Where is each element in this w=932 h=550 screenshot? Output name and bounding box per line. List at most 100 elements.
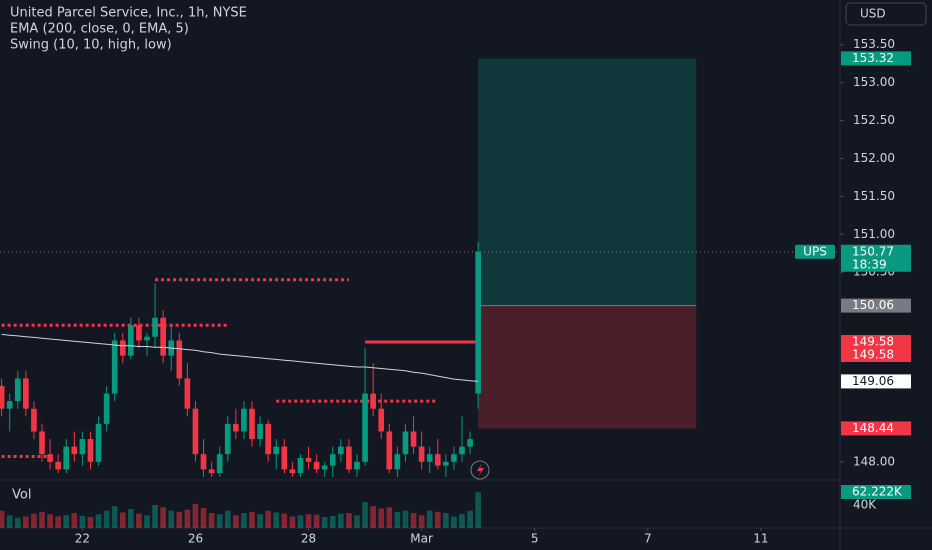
volume-bar	[176, 511, 183, 528]
candle-body	[305, 458, 312, 462]
volume-title: Vol	[12, 488, 31, 503]
candle-body	[475, 251, 481, 394]
price-label-bg	[841, 51, 911, 66]
candle-body	[233, 423, 239, 432]
candle-body	[370, 393, 376, 409]
countdown-bg	[841, 257, 911, 272]
candle-body	[23, 378, 29, 409]
candle-body	[79, 439, 86, 455]
candle-body	[6, 401, 13, 409]
volume-bar	[184, 509, 191, 528]
volume-bar	[79, 515, 86, 528]
candle-body	[103, 393, 110, 424]
candle-body	[63, 446, 70, 470]
volume-bar	[329, 515, 336, 528]
candle-body	[192, 408, 199, 455]
event-icon[interactable]	[470, 460, 490, 480]
candle-body	[362, 393, 368, 462]
candle-body	[281, 446, 288, 470]
volume-bar	[257, 514, 263, 528]
candle-body	[321, 465, 328, 470]
volume-bar	[95, 514, 102, 528]
candle-body	[71, 446, 78, 455]
volume-bar	[402, 510, 409, 528]
volume-bar	[71, 513, 78, 528]
volume-bar	[0, 510, 5, 528]
volume-bar	[338, 513, 344, 528]
symbol-badge	[795, 244, 835, 259]
volume-bar	[305, 514, 312, 528]
candle-body	[378, 408, 385, 432]
candle-body	[443, 461, 449, 466]
x-tick-label: 7	[644, 532, 652, 546]
candle-body	[394, 454, 401, 470]
volume-bar	[467, 510, 473, 528]
volume-bar	[451, 516, 457, 528]
volume-bar	[249, 511, 255, 528]
price-label: 153.32	[852, 51, 894, 65]
volume-bar	[136, 513, 142, 528]
candle-body	[418, 446, 425, 462]
volume-bar	[23, 516, 29, 528]
volume-bar	[144, 515, 150, 528]
volume-bar	[346, 513, 352, 528]
volume-bar	[192, 503, 199, 528]
candle-body	[313, 461, 320, 470]
x-tick-label: 26	[188, 532, 203, 546]
volume-bar	[39, 511, 45, 528]
volume-bar	[426, 510, 433, 528]
volume-bar	[394, 511, 401, 528]
candle-body	[152, 317, 158, 337]
candle-body	[55, 461, 61, 470]
volume-bar	[386, 507, 393, 528]
volume-bar	[443, 513, 449, 528]
volume-bar	[297, 515, 304, 528]
volume-bar	[103, 510, 110, 528]
target-zone	[478, 58, 697, 306]
candle-body	[241, 408, 247, 432]
candle-body	[39, 431, 45, 455]
volume-label: 62.222K	[852, 485, 903, 499]
volume-bar	[216, 514, 223, 528]
candle-body	[47, 454, 53, 462]
volume-bar	[208, 513, 215, 528]
volume-bar	[47, 514, 53, 528]
currency[interactable]: USD	[860, 7, 886, 21]
ema-line	[1, 333, 479, 382]
volume-bar	[160, 507, 166, 528]
volume-bar	[475, 492, 481, 528]
x-tick-label: 28	[301, 532, 316, 546]
currency-button[interactable]	[845, 2, 927, 26]
price-label-bg	[841, 374, 911, 389]
x-tick-label: 5	[531, 532, 539, 546]
candle-body	[329, 454, 336, 466]
x-tick-label: Mar	[410, 532, 433, 546]
volume-bar	[378, 508, 385, 528]
candle-body	[95, 423, 102, 462]
candle-body	[136, 325, 142, 341]
volume-bar	[168, 510, 175, 528]
candle-body	[297, 458, 304, 474]
candle-body	[31, 408, 37, 432]
candle-body	[144, 336, 150, 341]
candle-body	[160, 317, 166, 356]
volume-bar	[370, 506, 376, 528]
price-label: 149.58	[852, 334, 894, 348]
volume-bar	[128, 509, 134, 528]
symbol: UPS	[803, 244, 827, 258]
price-label-bg	[841, 298, 911, 313]
volume-bar	[6, 515, 13, 528]
volume-bar	[152, 505, 158, 528]
y-tick-label: 153.50	[853, 37, 895, 51]
volume-bar	[281, 513, 288, 528]
candle-body	[176, 340, 183, 379]
volume-bar	[418, 515, 425, 528]
volume-bar	[362, 502, 368, 528]
volume-bar	[241, 513, 247, 528]
candle-body	[451, 454, 457, 462]
volume-bar	[410, 513, 417, 528]
volume-bar	[289, 516, 296, 528]
volume-bar	[233, 515, 239, 528]
stop-zone	[478, 305, 697, 429]
candle-body	[0, 385, 5, 409]
